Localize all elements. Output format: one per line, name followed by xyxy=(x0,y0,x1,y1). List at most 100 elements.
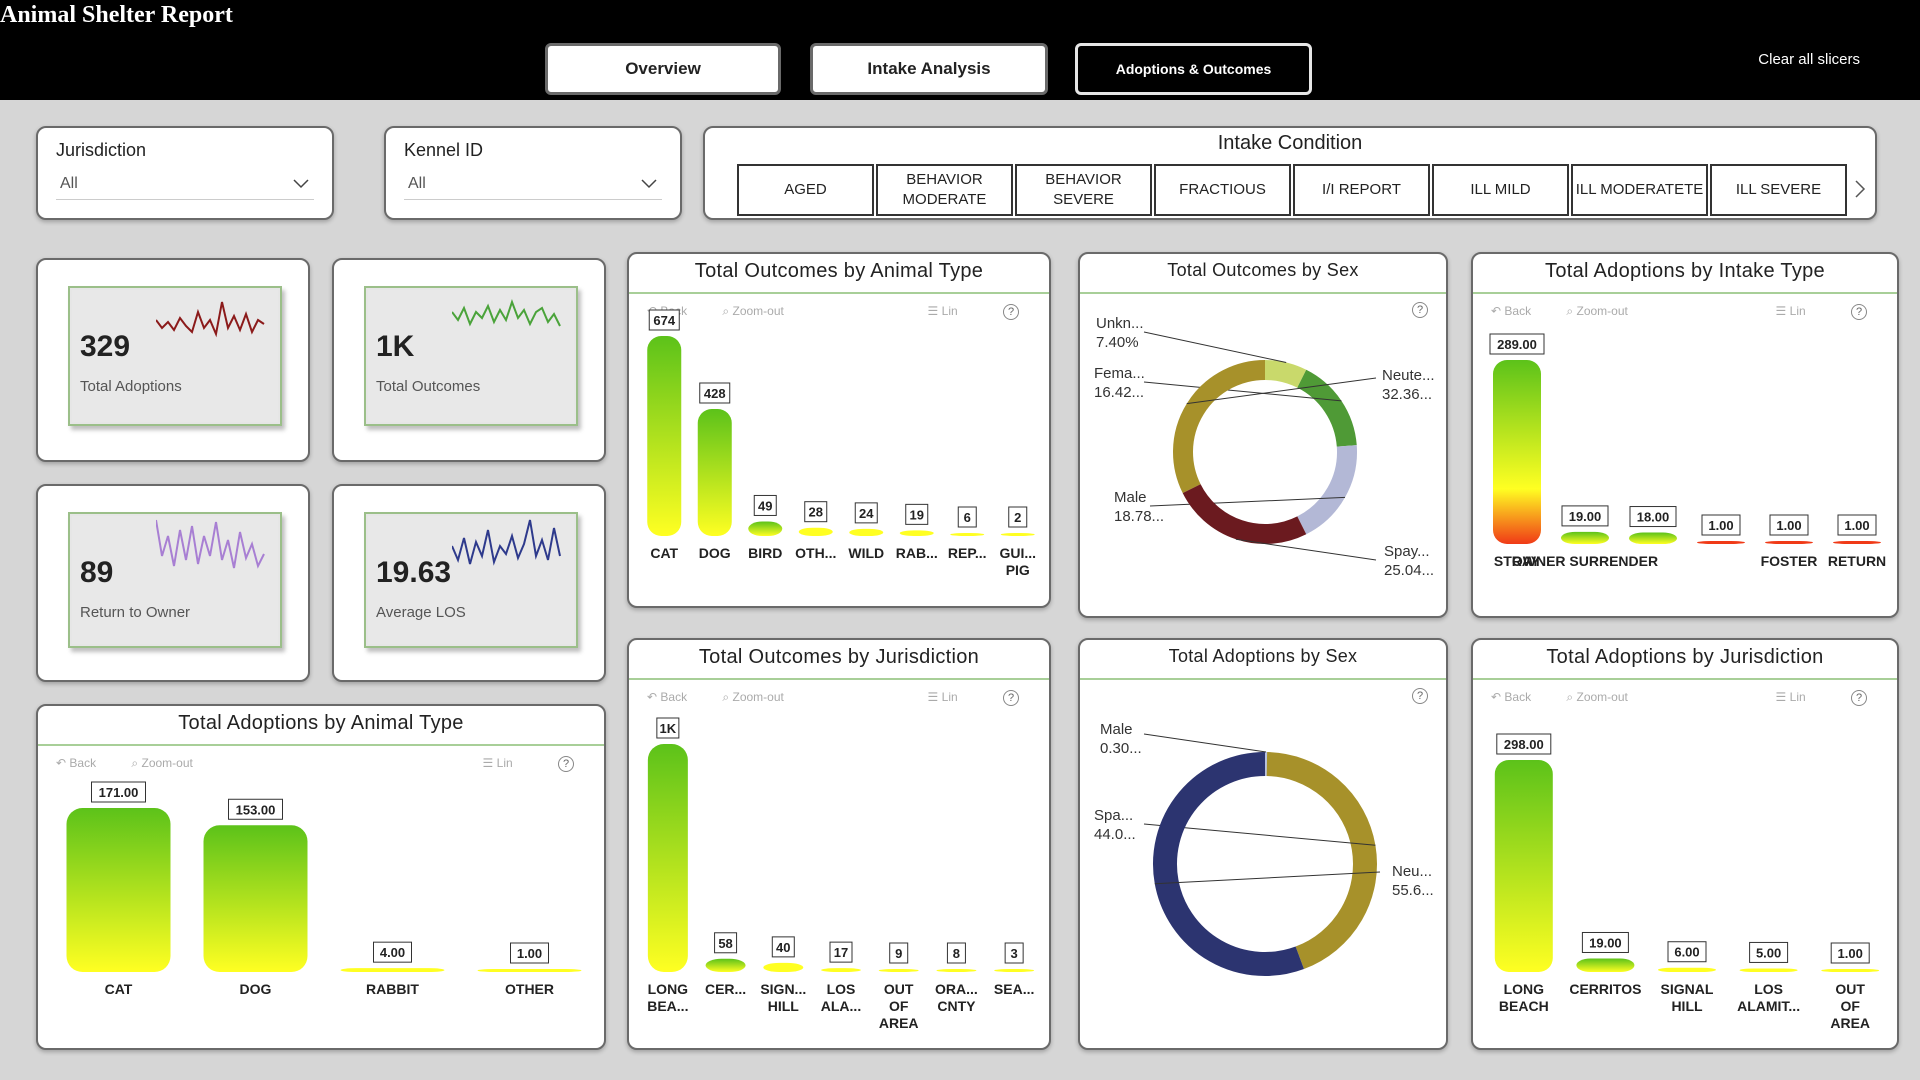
data-label: 40 xyxy=(776,940,790,955)
intake-condition-option[interactable]: BEHAVIOR SEVERE xyxy=(1015,164,1152,216)
bar xyxy=(340,968,445,972)
category-label: SIGNAL xyxy=(1661,981,1714,997)
jurisdiction-label: Jurisdiction xyxy=(56,140,147,160)
tab-intake-analysis[interactable]: Intake Analysis xyxy=(810,43,1048,95)
chevron-right-icon[interactable] xyxy=(1853,178,1867,205)
back-button[interactable]: ↶ Back xyxy=(647,690,688,704)
data-label: 8 xyxy=(953,946,960,961)
intake-condition-option[interactable]: ILL MODERATETE xyxy=(1571,164,1708,216)
help-icon[interactable]: ? xyxy=(1003,304,1019,320)
tab-adoptions-outcomes[interactable]: Adoptions & Outcomes xyxy=(1075,43,1312,95)
scale-toggle[interactable]: ☰ Lin xyxy=(927,690,958,704)
category-label: LONG xyxy=(1504,981,1545,997)
help-icon[interactable]: ? xyxy=(1003,690,1019,706)
intake-condition-option[interactable]: I/I REPORT xyxy=(1293,164,1430,216)
data-label-box xyxy=(1496,733,1552,755)
bar xyxy=(849,528,884,536)
back-button[interactable]: ↶ Back xyxy=(1491,690,1532,704)
category-label: DOG xyxy=(240,981,272,997)
sparkline-chart xyxy=(452,519,561,566)
zoom-out-button[interactable]: ⌕ Zoom-out xyxy=(722,304,784,318)
chart-title: Total Adoptions by Animal Type xyxy=(178,712,464,734)
kpi-value: 329 xyxy=(80,330,131,363)
zoom-out-button[interactable]: ⌕ Zoom-out xyxy=(1566,304,1628,318)
category-label: LONG xyxy=(648,981,689,997)
category-label: CAT xyxy=(650,545,678,561)
data-label-box xyxy=(1830,942,1870,964)
scale-toggle[interactable]: ☰ Lin xyxy=(1775,690,1806,704)
data-label-box xyxy=(228,798,283,820)
back-button[interactable]: ↶ Back xyxy=(1491,304,1532,318)
category-label: FOSTER xyxy=(1761,553,1818,569)
data-label-box xyxy=(1008,506,1028,528)
chart-card-adoptions-by-intake: Total Adoptions by Intake Type ↶ Back ⌕ … xyxy=(1471,252,1899,618)
scale-toggle[interactable]: ☰ Lin xyxy=(482,756,513,770)
jurisdiction-dropdown[interactable]: All xyxy=(56,168,314,200)
scale-toggle[interactable]: ☰ Lin xyxy=(1775,304,1806,318)
data-label-box xyxy=(1629,506,1677,528)
kennel-label: Kennel ID xyxy=(404,140,484,160)
leader-line xyxy=(1186,377,1377,405)
help-icon[interactable]: ? xyxy=(1851,304,1867,320)
help-icon[interactable]: ? xyxy=(558,756,574,772)
category-label: ALAMIT... xyxy=(1737,998,1800,1014)
bar xyxy=(647,744,688,972)
category-label: DOG xyxy=(699,545,731,561)
data-label: 19.00 xyxy=(1589,935,1622,950)
intake-condition-option[interactable]: FRACTIOUS xyxy=(1154,164,1291,216)
chart-card-adoptions-by-sex: Total Adoptions by Sex ? Male 0.30... Spa.… xyxy=(1078,638,1448,1050)
kennel-slicer: Kennel ID All xyxy=(384,126,682,220)
category-label: CER... xyxy=(705,981,746,997)
intake-condition-option[interactable]: AGED xyxy=(737,164,874,216)
tab-overview[interactable]: Overview xyxy=(545,43,781,95)
category-label: ALA... xyxy=(821,998,861,1014)
help-icon[interactable]: ? xyxy=(1412,688,1428,704)
data-label-box xyxy=(373,941,412,963)
data-label-box xyxy=(1581,931,1629,953)
intake-condition-option[interactable]: BEHAVIOR MODERATE xyxy=(876,164,1013,216)
kennel-dropdown[interactable]: All xyxy=(404,168,662,200)
zoom-out-button[interactable]: ⌕ Zoom-out xyxy=(131,756,193,770)
back-button[interactable]: ↶ Back xyxy=(56,756,97,770)
category-label: CERRITOS xyxy=(1569,981,1641,997)
chart-title: Total Outcomes by Sex xyxy=(1167,260,1359,280)
help-icon[interactable]: ? xyxy=(1412,302,1428,318)
slice-category-label: Male xyxy=(1114,489,1147,506)
bar xyxy=(950,533,985,536)
sparkline-chart xyxy=(156,519,265,569)
data-label-box xyxy=(510,942,549,964)
chart-title: Total Outcomes by Jurisdiction xyxy=(698,646,980,668)
leader-line xyxy=(1149,496,1346,507)
clear-slicers-button[interactable]: Clear all slicers xyxy=(1758,51,1860,68)
data-label: 17 xyxy=(834,945,848,960)
scale-toggle[interactable]: ☰ Lin xyxy=(927,304,958,318)
donut-slice xyxy=(1266,752,1377,969)
zoom-out-button[interactable]: ⌕ Zoom-out xyxy=(1566,690,1628,704)
donut-chart: Male 0.30... Spa... 44.0... Neu... 55.6... xyxy=(1094,721,1434,976)
donut-slice xyxy=(1153,752,1304,976)
intake-condition-option[interactable]: ILL SEVERE xyxy=(1710,164,1847,216)
leader-line xyxy=(1235,538,1377,561)
bar xyxy=(748,521,783,536)
category-label: HILL xyxy=(1671,998,1703,1014)
chart-title: Total Adoptions by Sex xyxy=(1168,646,1358,666)
slice-category-label: Spa... xyxy=(1094,807,1133,824)
bar xyxy=(936,969,977,972)
zoom-out-button[interactable]: ⌕ Zoom-out xyxy=(722,690,784,704)
category-label: CAT xyxy=(105,981,133,997)
category-label: BEA... xyxy=(647,998,688,1014)
bar xyxy=(878,969,919,972)
jurisdiction-slicer: Jurisdiction All xyxy=(36,126,334,220)
data-label-box xyxy=(1004,942,1024,964)
donut-slice xyxy=(1182,483,1307,544)
data-label-box xyxy=(804,501,828,523)
kpi-card-total-adoptions: 329 Total Adoptions xyxy=(36,258,310,462)
leader-line xyxy=(1143,331,1287,363)
data-label-box xyxy=(905,503,929,525)
help-icon[interactable]: ? xyxy=(1851,690,1867,706)
data-label: 1.00 xyxy=(1838,946,1863,961)
intake-condition-option[interactable]: ILL MILD xyxy=(1432,164,1569,216)
category-label: GUI... xyxy=(999,545,1036,561)
kpi-value: 1K xyxy=(376,330,415,363)
chart-title: Total Outcomes by Animal Type xyxy=(694,260,984,282)
